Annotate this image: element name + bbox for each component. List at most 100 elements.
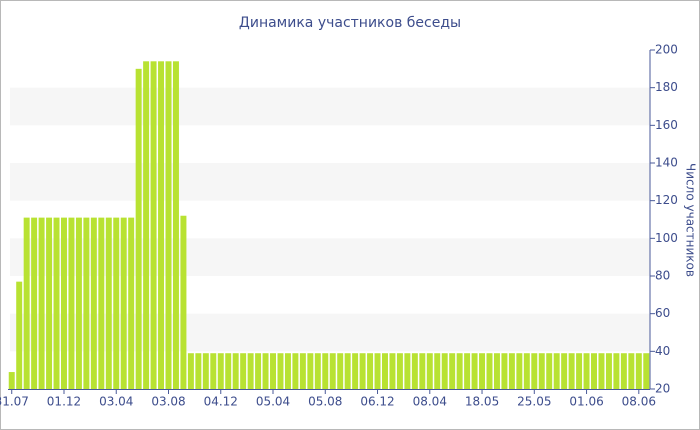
y-tick-label: 80 [655,269,670,283]
bar [314,353,321,389]
bar [128,217,135,389]
bar [352,353,359,389]
y-axis-label: Число участников [684,163,698,277]
bar [479,353,486,389]
bar [210,353,217,389]
bar [98,217,105,389]
bar [546,353,553,389]
y-tick-label: 100 [655,231,678,245]
bar [441,353,448,389]
bar [359,353,366,389]
bar [598,353,605,389]
bar [583,353,590,389]
bar [38,217,45,389]
x-tick-label: 08.06 [622,395,656,409]
x-tick-label: 31.07 [0,395,29,409]
bar [396,353,403,389]
bar [344,353,351,389]
bar [217,353,224,389]
bar [426,353,433,389]
grid-band [10,87,650,126]
bar [329,353,336,389]
bar [471,353,478,389]
y-tick-label: 60 [655,306,670,320]
bar [493,353,500,389]
x-tick-label: 03.08 [151,395,185,409]
bar [337,353,344,389]
bar [143,61,150,390]
bar [591,353,597,389]
bar [434,353,441,389]
bar [299,353,306,389]
bar [531,353,538,389]
chart-title: Динамика участников беседы [239,15,461,31]
bar [307,353,314,389]
bar [232,353,239,389]
bar [523,353,530,389]
bar [292,353,299,389]
x-tick-label: 08.04 [413,395,447,409]
bar [613,353,620,389]
x-tick-label: 04.12 [204,395,238,409]
bar [23,217,30,389]
bar [90,217,97,389]
bar [240,353,247,389]
bar [255,353,262,389]
bar [120,217,127,389]
x-tick-label: 01.12 [47,395,81,409]
bar [456,353,463,389]
y-tick-label: 140 [655,156,678,170]
bar [225,353,232,389]
bar [568,353,575,389]
x-tick-label: 25.05 [517,395,551,409]
bar [46,217,53,389]
bar [61,217,67,389]
x-tick-label: 03.04 [99,395,133,409]
bar [165,61,172,390]
x-tick-label: 01.06 [569,395,603,409]
x-tick-label: 06.12 [360,395,394,409]
bar [113,217,120,389]
bar [150,61,157,390]
bar [553,353,560,389]
bar [322,353,329,389]
bar [635,353,642,389]
bar [501,353,508,389]
bar [449,353,456,389]
bar [180,215,187,389]
bar [83,217,90,389]
bar [605,353,612,389]
grid-band [10,163,650,201]
bar [16,281,23,389]
bar [172,61,179,390]
bar [620,353,627,389]
bar [75,217,82,389]
y-tick-label: 40 [655,344,670,358]
bar [374,353,381,389]
bar [628,353,635,389]
bar [389,353,396,389]
bar [643,353,650,389]
bar [404,353,411,389]
bar [576,353,583,389]
bar [277,353,284,389]
y-tick-label: 120 [655,193,678,207]
bar [53,217,60,389]
y-tick-label: 20 [655,382,670,396]
bar [561,353,568,389]
y-tick-label: 180 [655,80,678,94]
bar [284,353,291,389]
bar [486,353,493,389]
bar [508,353,515,389]
bar [538,353,545,389]
bar [382,353,388,389]
bar [419,353,426,389]
x-tick-label: 05.08 [308,395,342,409]
bar [367,353,374,389]
y-tick-label: 160 [655,118,678,132]
bar [270,353,276,389]
bar [262,353,269,389]
bar [202,353,209,389]
bar [464,353,471,389]
